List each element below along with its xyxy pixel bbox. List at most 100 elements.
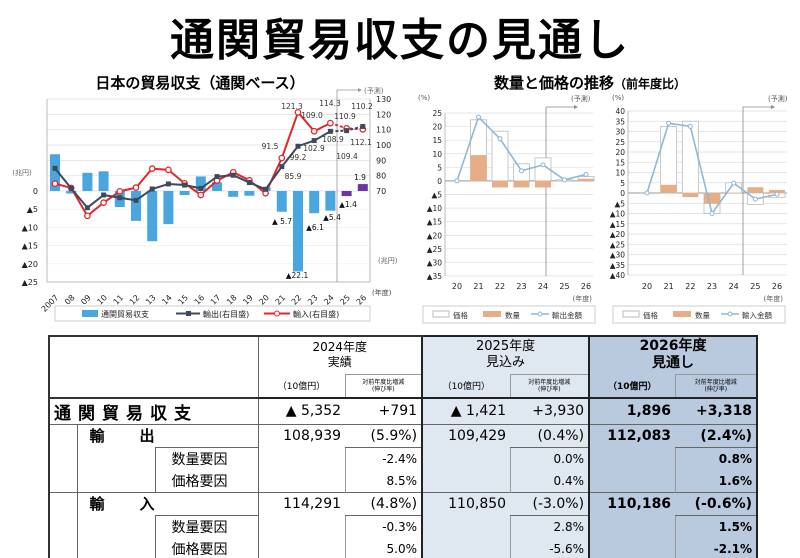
import-data-label: 114.3	[319, 99, 341, 108]
balance-bar	[293, 191, 303, 272]
table-row-ex_qty: 数量要因 -2.4% 0.0% 0.8%	[48, 446, 759, 470]
balance-bar	[357, 184, 368, 191]
export-marker	[279, 164, 285, 170]
table-row-exports: 輸 出 108,939 (5.9%) 109,429 (0.4%) 112,083 (2.4…	[48, 423, 759, 447]
factor-value: -0.3%	[344, 514, 423, 538]
y-tick-label: 10	[615, 169, 625, 178]
year-label: 09	[79, 293, 93, 307]
legend-marker-import	[274, 310, 280, 317]
table-row-imports: 輸 入 114,291 (4.8%) 110,850 (-3.0%) 110,186 (-0…	[48, 491, 759, 515]
quantity-bar	[492, 180, 508, 188]
year-label: 24	[322, 293, 336, 307]
quantity-bar	[513, 180, 530, 188]
x-axis-label: (年度)	[764, 294, 784, 303]
factor-value: 1.6%	[674, 469, 759, 492]
blank-cell	[257, 515, 346, 538]
factor-value: -2.1%	[674, 537, 759, 558]
export-marker	[68, 185, 74, 191]
blank-cell	[257, 447, 346, 470]
balance-bar	[50, 154, 60, 191]
value-cell: (4.8%)	[345, 491, 423, 515]
y-tick-label: ▲10	[427, 204, 443, 213]
right-tick-label: 70	[376, 187, 386, 196]
legend-label-import: 輸入(右目盛)	[293, 309, 339, 319]
balance-bar	[244, 191, 255, 196]
legend-swatch-price	[432, 310, 450, 318]
factor-value: 0.0%	[509, 446, 591, 470]
value-cell: (2.4%)	[675, 423, 759, 447]
header-2025: 2025年度 見込み	[421, 335, 591, 374]
blank-cell	[421, 515, 511, 538]
y-tick-label: 10	[432, 150, 442, 159]
year-label: 20	[257, 293, 271, 307]
value-cell: (-3.0%)	[510, 491, 590, 515]
forecast-label: (予測)	[364, 86, 384, 95]
export-marker	[295, 143, 301, 149]
left-tick-label: ▲10	[22, 223, 38, 232]
y-tick-label: ▲25	[610, 240, 626, 249]
export-marker	[246, 180, 252, 186]
export-marker	[84, 205, 90, 211]
value-cell: (-0.6%)	[675, 491, 759, 515]
blank-cell	[77, 470, 155, 493]
legend-label-quantity: 数量	[695, 310, 710, 320]
blank-cell	[77, 447, 155, 470]
x-tick-label: 25	[750, 282, 760, 291]
blank-cell	[421, 537, 511, 558]
year-label: 18	[225, 293, 239, 307]
balance-bar	[98, 171, 109, 191]
forecast-label: (予測)	[571, 94, 591, 103]
y-unit: (%)	[612, 94, 624, 102]
legend-marker-export	[186, 311, 191, 316]
factor-value: -5.6%	[509, 537, 591, 558]
y-tick-label: ▲15	[610, 220, 626, 229]
import-marker	[51, 180, 59, 187]
factor-value: 8.5%	[344, 469, 423, 492]
legend-label-amount: 輸出金額	[552, 310, 582, 320]
blank-cell	[257, 537, 346, 558]
forecast-table: 2024年度 実績 2025年度 見込み 2026年度 見通し （10億円） 対前年度…	[47, 335, 759, 558]
import-marker	[116, 187, 124, 195]
x-tick-label: 21	[473, 282, 483, 291]
balance-bar	[195, 176, 206, 191]
left-axis-unit: (兆円)	[12, 168, 32, 177]
y-tick-label: 40	[615, 107, 625, 116]
y-tick-label: 35	[615, 117, 625, 126]
value-cell: 114,291	[257, 491, 346, 515]
forecast-arrow-head	[358, 88, 362, 92]
amount-marker	[454, 178, 460, 184]
quantity-bar	[704, 193, 721, 204]
y-tick-label: ▲35	[610, 261, 626, 270]
quantity-bar	[578, 178, 594, 181]
blank-cell	[588, 469, 676, 492]
export-data-label: 109.4	[336, 152, 358, 161]
legend-marker-amount	[727, 311, 733, 317]
import-marker	[294, 109, 302, 116]
amount-marker	[774, 191, 780, 197]
change-header-2026: 対前年度比増減 (伸び率)	[674, 373, 759, 398]
x-tick-label: 26	[772, 282, 782, 291]
value-cell: 109,429	[421, 423, 511, 447]
header-blank	[47, 335, 259, 399]
legend-label-amount: 輸入金額	[742, 310, 772, 320]
y-tick-label: ▲15	[427, 218, 443, 227]
export-marker	[117, 195, 123, 201]
x-axis-label: (年度)	[372, 288, 392, 297]
row-label: 通関貿易収支	[47, 396, 259, 424]
export-data-label: 85.9	[285, 172, 302, 181]
value-cell: +3,318	[675, 396, 759, 424]
x-tick-label: 24	[538, 282, 548, 291]
y-tick-label: ▲25	[427, 245, 443, 254]
export-volume-price-chart: 25 20 15 10 5 0 ▲5 ▲10 ▲15 ▲20 ▲25 ▲30 ▲35 (%) (予測) 20 2…	[418, 94, 596, 324]
y-tick-label: 25	[615, 138, 625, 147]
indent-cell	[48, 469, 78, 492]
x-tick-label: 21	[664, 282, 674, 291]
volume-price-title-sub: （前年度比）	[614, 77, 687, 91]
left-tick-label: ▲15	[22, 242, 38, 251]
blank-cell	[77, 515, 155, 538]
amount-marker	[583, 171, 589, 177]
import-data-label: 109.0	[301, 111, 323, 120]
export-data-label: 99.2	[290, 153, 307, 162]
amount-marker	[644, 190, 650, 196]
export-marker	[214, 174, 220, 180]
